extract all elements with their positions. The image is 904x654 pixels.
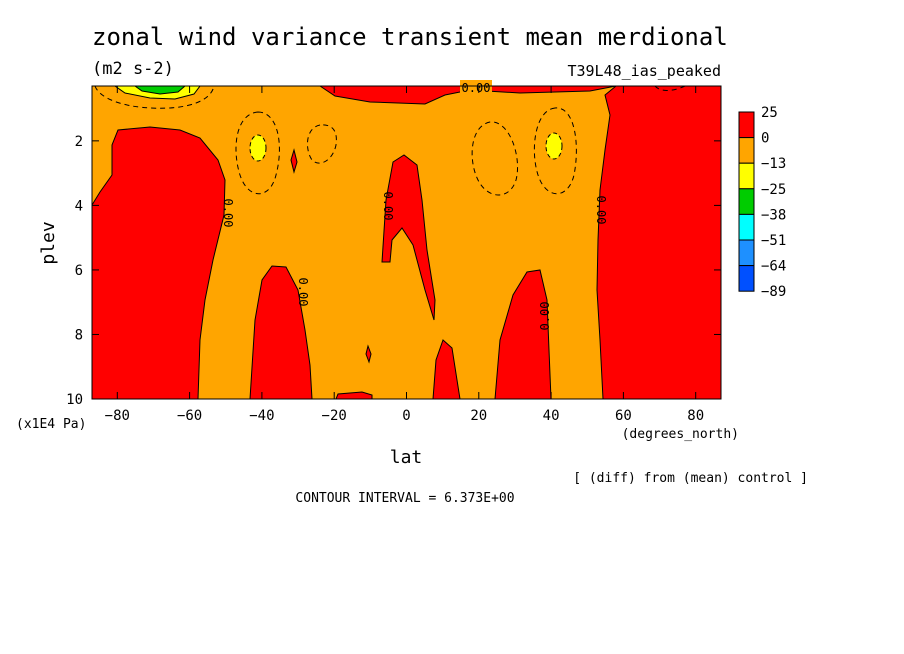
dashed-contour — [94, 85, 215, 109]
red-sliver-a — [290, 148, 298, 174]
red-region-sh-mid — [249, 265, 313, 400]
x-tick-label: 80 — [687, 408, 704, 424]
red-sliver-b — [365, 344, 372, 364]
contour-label: 0.00 — [538, 302, 552, 331]
colorbar-swatch — [738, 213, 755, 241]
colorbar-label: −64 — [761, 259, 786, 275]
y-units-label: (x1E4 Pa) — [16, 417, 86, 432]
red-region-sh-polar — [91, 126, 226, 400]
red-region-nh-polar — [596, 85, 722, 400]
y-tick-label: 10 — [66, 392, 83, 408]
colorbar-swatch — [738, 111, 755, 139]
y-axis: 2 4 6 8 10 — [66, 134, 721, 408]
red-region-nh-mid — [494, 269, 552, 400]
y-axis-title: plev — [38, 221, 59, 264]
contour-label: 0.00 — [381, 192, 395, 221]
neg-core-nh-yellow — [545, 132, 563, 160]
comparison-label: [ (diff) from (mean) control ] — [573, 471, 808, 486]
x-tick-label: 20 — [470, 408, 487, 424]
dashed-contour — [307, 124, 337, 164]
colorbar-label: −51 — [761, 233, 786, 249]
y-tick-label: 2 — [75, 134, 83, 150]
red-region-top — [210, 85, 617, 105]
dashed-contour — [235, 111, 280, 195]
colorbar-swatch — [738, 188, 755, 215]
dashed-contour — [654, 85, 686, 91]
plot-area: 0.00 0.00 0.00 0.00 0.00 0.00 — [91, 80, 722, 400]
x-tick-label: 60 — [615, 408, 632, 424]
red-region-equator — [381, 154, 436, 321]
x-tick-label: −60 — [177, 408, 202, 424]
dashed-contour — [471, 121, 519, 196]
x-tick-label: 40 — [543, 408, 560, 424]
neg-core-sh-yellow — [249, 134, 267, 162]
colorbar-label: 25 — [761, 105, 778, 121]
colorbar: 25 0 −13 −25 −38 −51 −64 −89 — [738, 105, 786, 300]
x-tick-label: −80 — [105, 408, 130, 424]
contour-label: 0.00 — [296, 278, 310, 307]
colorbar-swatch — [738, 162, 755, 190]
y-tick-label: 6 — [75, 263, 83, 279]
x-tick-label: −20 — [322, 408, 347, 424]
run-label: T39L48_ias_peaked — [567, 62, 721, 80]
contour-label: 0.00 — [594, 196, 608, 225]
x-tick-label: 0 — [402, 408, 410, 424]
y-tick-label: 4 — [75, 198, 83, 214]
chart-title: zonal wind variance transient mean merdi… — [92, 23, 728, 51]
dashed-contours — [94, 85, 686, 196]
x-tick-label: −40 — [249, 408, 274, 424]
colorbar-label: −38 — [761, 207, 786, 223]
x-axis: −80 −60 −40 −20 0 20 40 60 80 — [105, 86, 704, 424]
contour-label: 0.00 — [462, 81, 491, 95]
y-tick-label: 8 — [75, 327, 83, 343]
x-units-label: (degrees_north) — [622, 427, 739, 442]
colorbar-swatch — [738, 239, 755, 267]
colorbar-swatch — [738, 265, 755, 292]
colorbar-label: −13 — [761, 156, 786, 172]
x-axis-title: lat — [390, 447, 423, 468]
colorbar-swatch — [738, 137, 755, 164]
colorbar-label: −25 — [761, 182, 786, 198]
colorbar-label: 0 — [761, 131, 769, 147]
colorbar-label: −89 — [761, 284, 786, 300]
units-label: (m2 s-2) — [92, 59, 174, 79]
contour-interval-label: CONTOUR INTERVAL = 6.373E+00 — [295, 491, 514, 506]
contour-label: 0.00 — [221, 199, 235, 228]
